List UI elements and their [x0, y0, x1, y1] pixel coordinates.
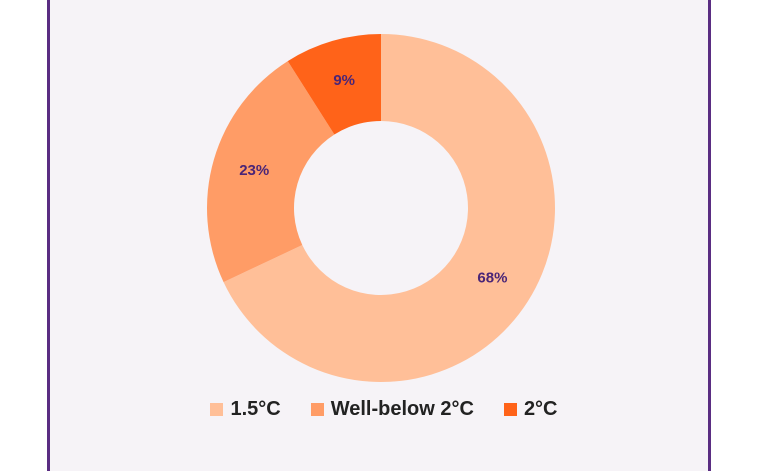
legend-item-1-5c[interactable]: 1.5°C — [210, 398, 281, 421]
chart-legend: 1.5°C Well-below 2°C 2°C — [0, 398, 768, 421]
donut-chart: 68% 23% 9% — [206, 34, 555, 382]
legend-swatch-2c — [503, 403, 517, 416]
slice-label-2-c: 9% — [333, 72, 355, 89]
legend-label-well-below-2c: Well-below 2°C — [330, 398, 474, 420]
legend-swatch-1-5c — [210, 403, 224, 416]
legend-item-well-below-2c[interactable]: Well-below 2°C — [310, 398, 474, 421]
donut-slice-well-below-2-c[interactable] — [206, 61, 335, 283]
slice-label-1-5-c: 68% — [477, 270, 507, 287]
donut-slices — [206, 34, 555, 382]
donut-slice-labels: 68% 23% 9% — [239, 72, 507, 286]
donut-slice-2-c[interactable] — [287, 34, 381, 135]
donut-slice-1-5-c[interactable] — [223, 34, 555, 382]
legend-label-1-5c: 1.5°C — [230, 398, 281, 420]
legend-item-2c[interactable]: 2°C — [503, 398, 558, 421]
slice-label-well-below-2-c: 23% — [239, 162, 269, 179]
legend-label-2c: 2°C — [523, 398, 558, 420]
legend-swatch-well-below-2c — [310, 403, 324, 416]
